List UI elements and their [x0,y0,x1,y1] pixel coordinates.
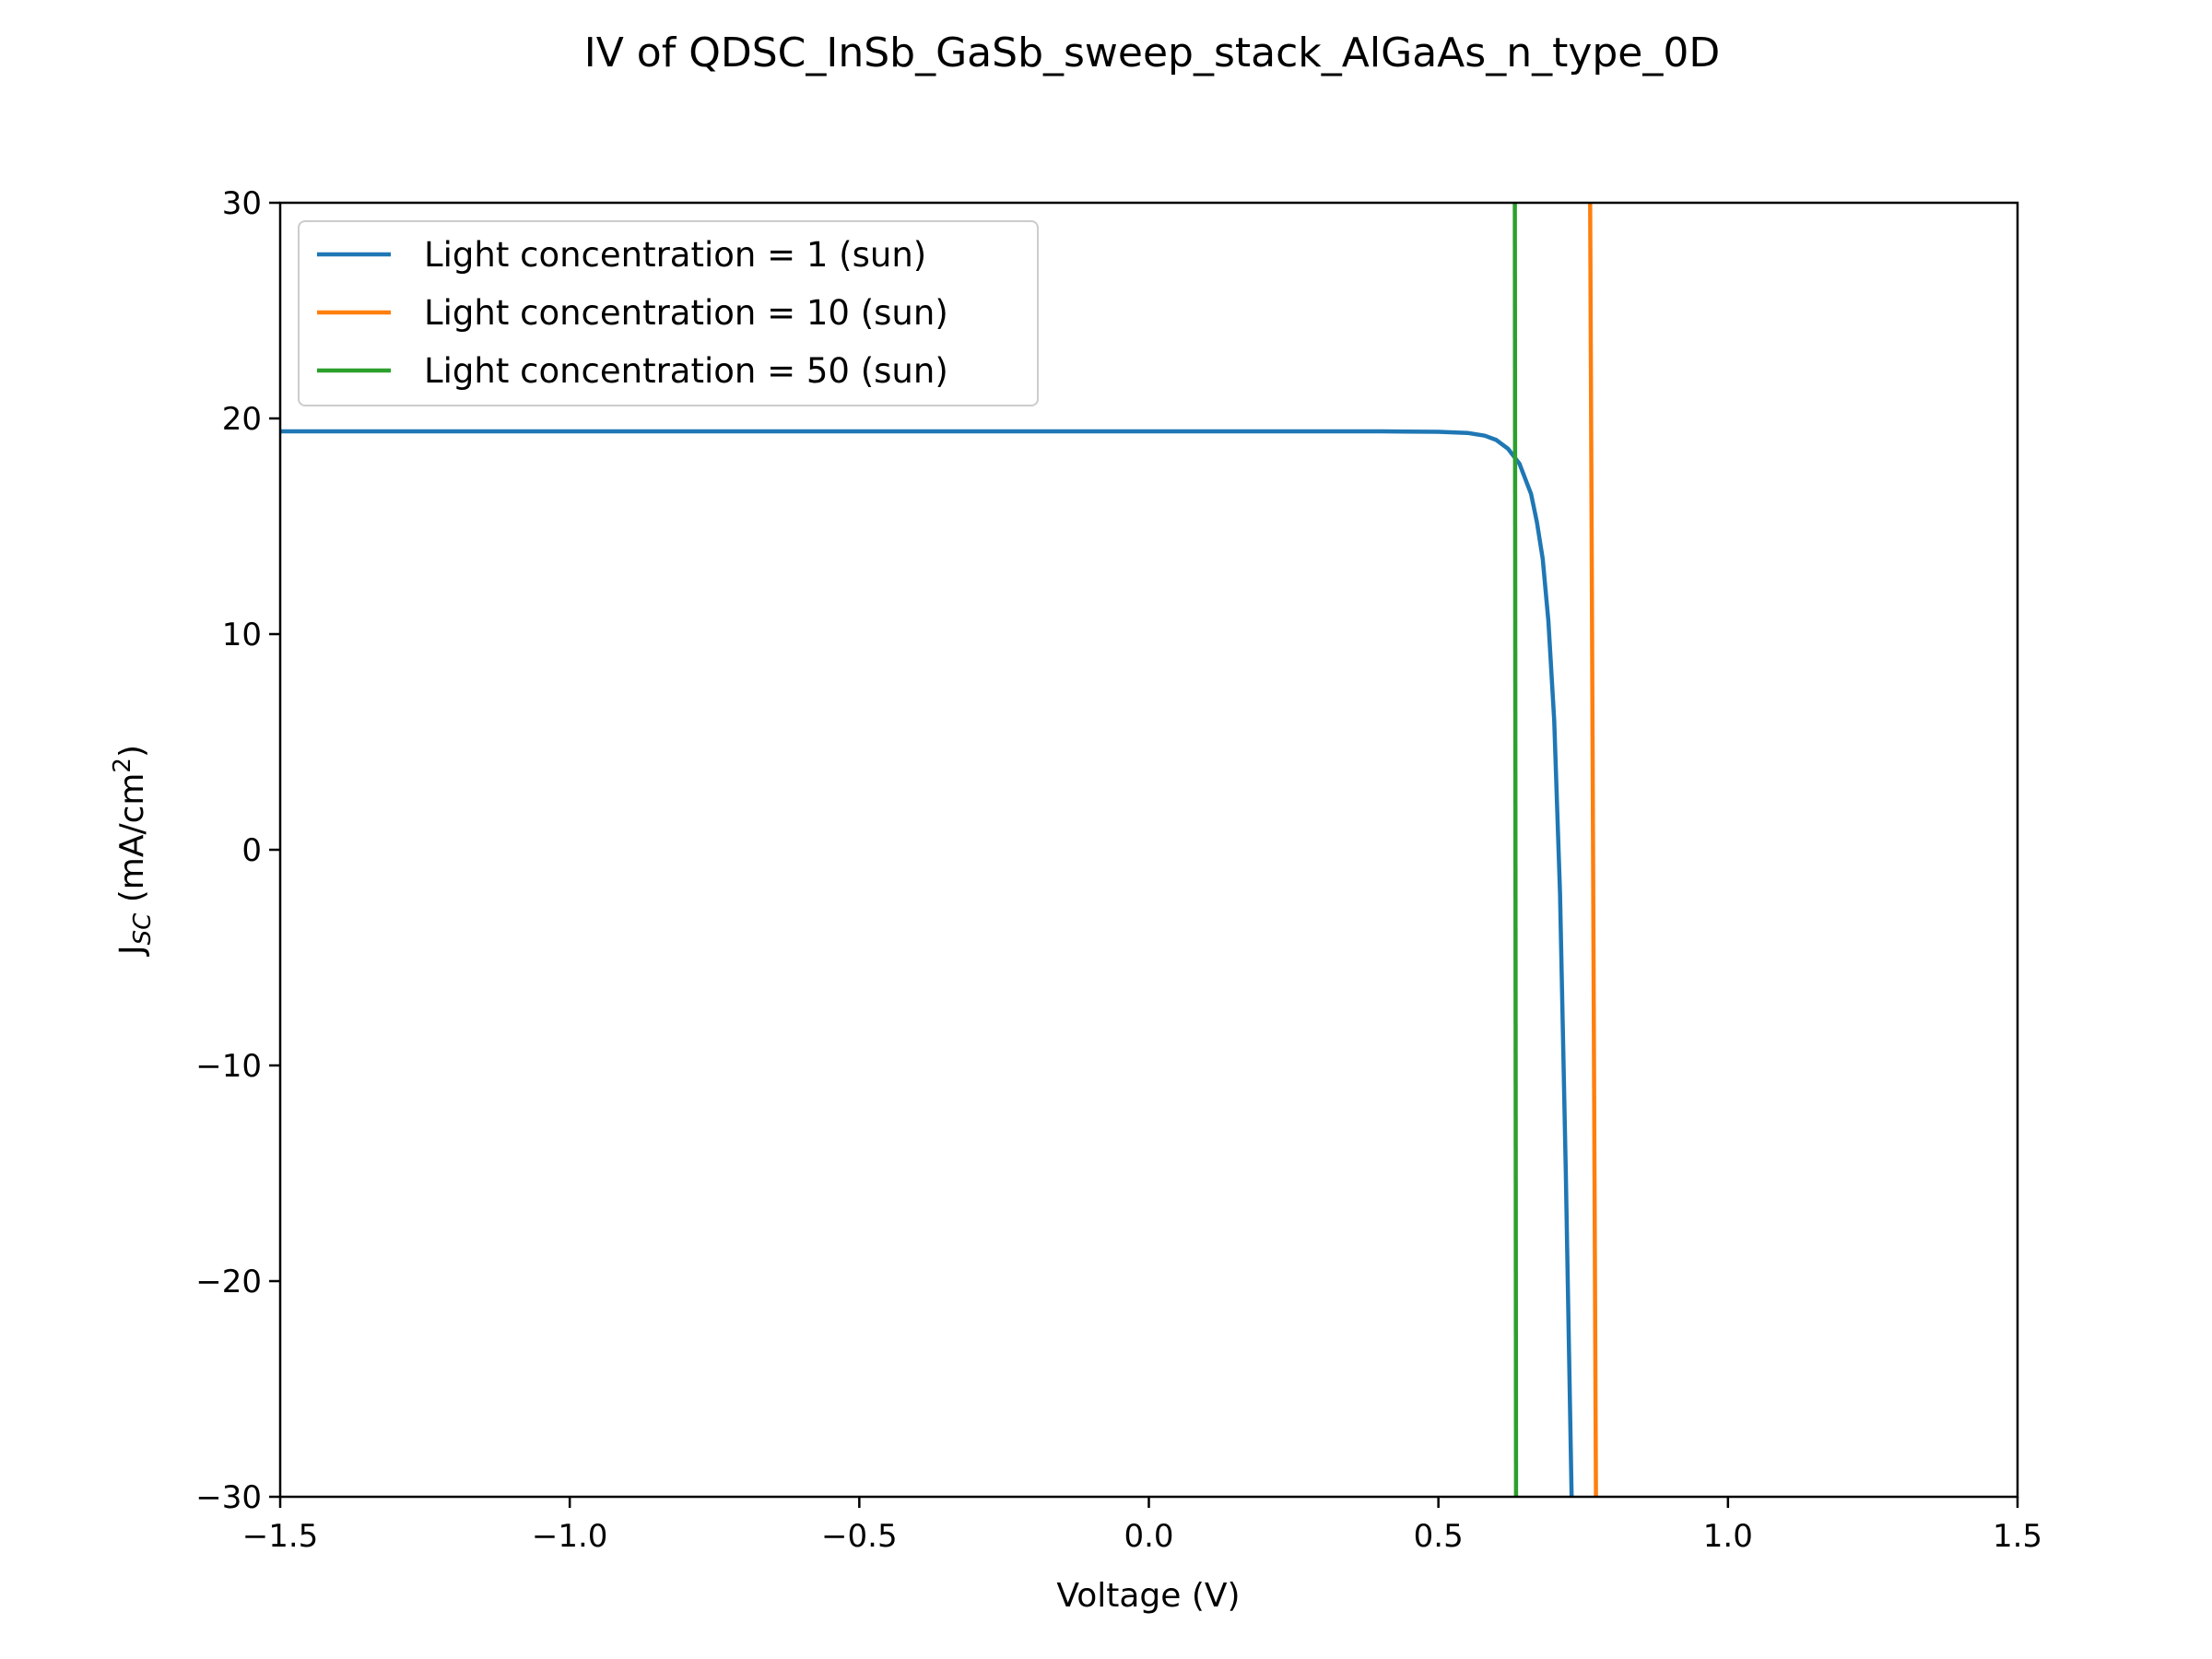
legend-label-3: Light concentration = 50 (sun) [424,351,948,391]
series-line-2 [1588,203,1598,1497]
y-tick-label: −30 [195,1479,262,1516]
x-tick-label: 0.5 [1414,1518,1464,1555]
legend: Light concentration = 1 (sun) Light conce… [298,220,1039,406]
y-tick-label: 30 [222,185,262,222]
chart-title: IV of QDSC_InSb_GaSb_sweep_stack_AlGaAs_… [584,29,1721,76]
y-axis-label: JSC (mA/cm2) [109,745,157,957]
series-line-3 [1512,203,1519,1497]
x-tick-label: 0.0 [1124,1518,1173,1555]
x-axis-label: Voltage (V) [1056,1577,1240,1615]
y-tick-label: 0 [241,832,262,869]
legend-label-1: Light concentration = 1 (sun) [424,235,926,275]
y-tick-label: −10 [195,1048,262,1085]
x-tick-label: 1.5 [1993,1518,2042,1555]
y-tick-label: 10 [222,617,262,653]
legend-box [298,220,1039,406]
x-tick-label: −1.5 [242,1518,319,1555]
x-tick-label: 1.0 [1703,1518,1753,1555]
x-axis: −1.5 −1.0 −0.5 0.0 0.5 1.0 1.5 [242,1497,2042,1555]
series-line-1 [280,429,1574,1497]
series-layer [280,203,1598,1497]
x-tick-label: −0.5 [821,1518,898,1555]
y-tick-label: 20 [222,401,262,438]
y-tick-label: −20 [195,1264,262,1300]
legend-label-2: Light concentration = 10 (sun) [424,293,948,333]
y-axis: −30 −20 −10 0 10 20 30 [195,185,280,1516]
x-tick-label: −1.0 [532,1518,608,1555]
